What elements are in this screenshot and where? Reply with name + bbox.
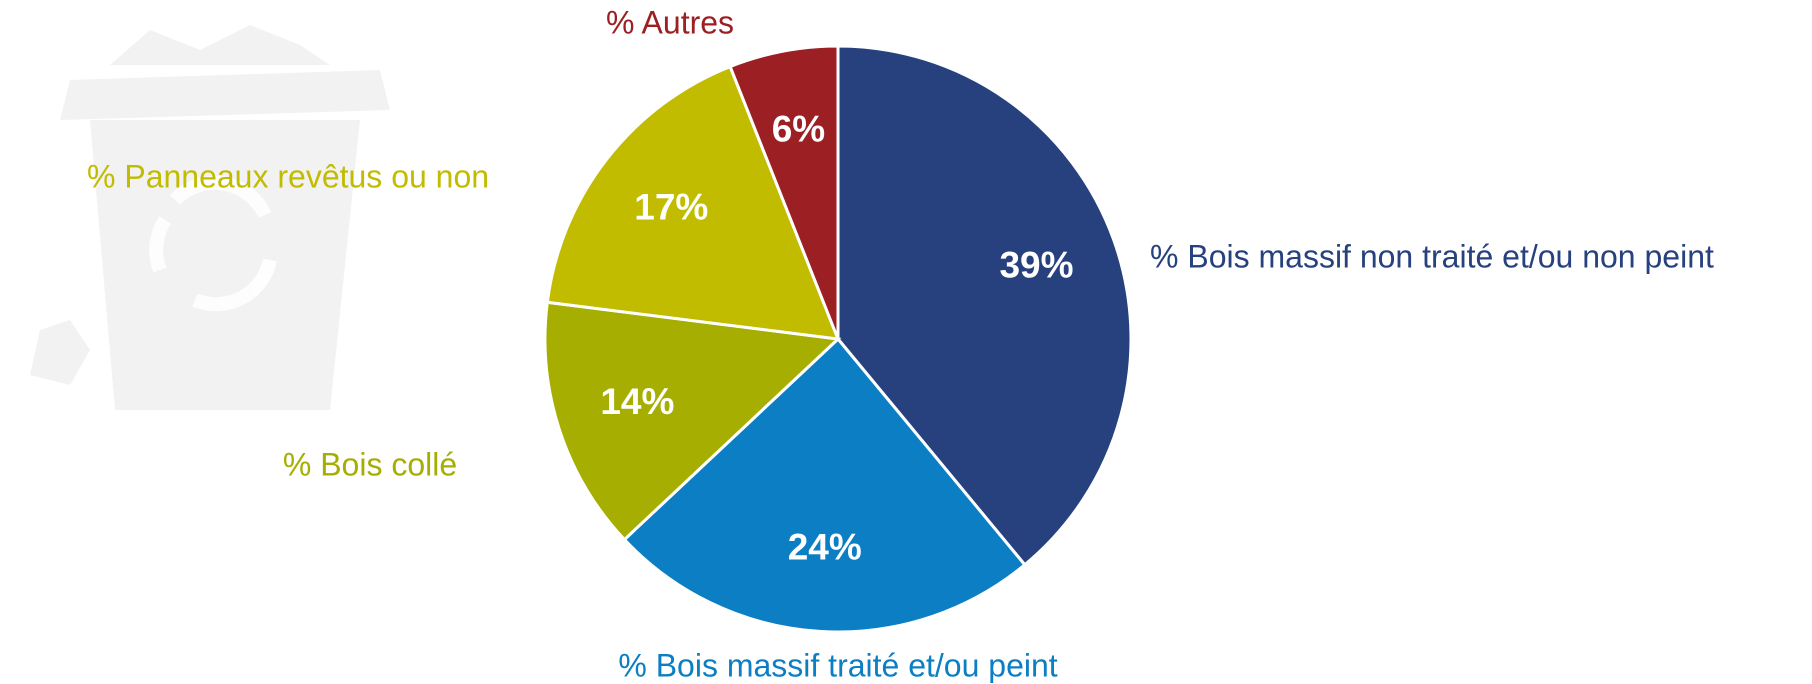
value-label: 6% xyxy=(772,109,825,150)
pie-slice xyxy=(728,44,840,340)
category-label: % Panneaux revêtus ou non xyxy=(87,158,489,194)
category-label: % Bois collé xyxy=(283,446,457,482)
pie-slice xyxy=(622,336,1027,634)
pie-slice xyxy=(543,300,842,542)
pie-slice xyxy=(836,44,1133,567)
value-label: 24% xyxy=(788,526,862,567)
recycle-icon xyxy=(149,175,277,312)
category-label: % Bois massif traité et/ou peint xyxy=(618,647,1057,683)
category-label: % Autres xyxy=(606,4,734,40)
value-label: 39% xyxy=(999,244,1073,285)
category-label: % Bois massif non traité et/ou non peint xyxy=(1150,238,1714,274)
value-label: 14% xyxy=(600,381,674,422)
background-icon xyxy=(30,25,390,410)
pie-slice xyxy=(545,64,841,341)
value-label: 17% xyxy=(634,186,708,227)
